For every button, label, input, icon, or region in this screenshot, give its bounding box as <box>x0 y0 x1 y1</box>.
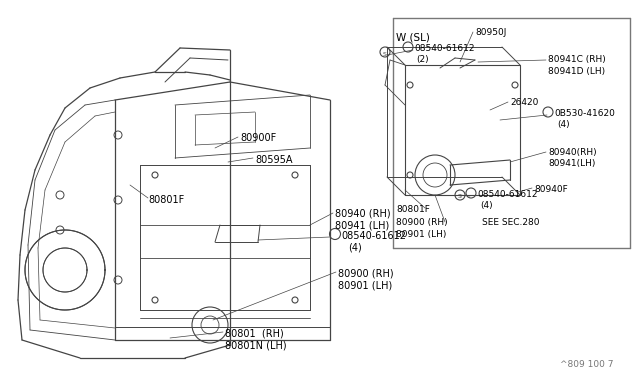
Text: 08540-61612: 08540-61612 <box>477 190 538 199</box>
Text: (4): (4) <box>557 120 570 129</box>
Text: ^809 100 7: ^809 100 7 <box>560 360 614 369</box>
Text: 80900 (RH): 80900 (RH) <box>338 268 394 278</box>
Text: SEE SEC.280: SEE SEC.280 <box>482 218 540 227</box>
Text: 80941D (LH): 80941D (LH) <box>548 67 605 76</box>
Text: 80801N (LH): 80801N (LH) <box>225 340 287 350</box>
Text: 80900 (RH): 80900 (RH) <box>396 218 447 227</box>
Text: 80901 (LH): 80901 (LH) <box>396 230 446 239</box>
Text: (4): (4) <box>480 201 493 210</box>
Text: W (SL): W (SL) <box>396 32 430 42</box>
Text: S: S <box>383 51 387 57</box>
Text: 0B530-41620: 0B530-41620 <box>554 109 615 118</box>
Text: 80941C (RH): 80941C (RH) <box>548 55 605 64</box>
Text: 80900F: 80900F <box>240 133 276 143</box>
Text: 80801F: 80801F <box>396 205 430 214</box>
Text: 80801  (RH): 80801 (RH) <box>225 328 284 338</box>
Text: 80595A: 80595A <box>255 155 292 165</box>
Text: 80940 (RH): 80940 (RH) <box>335 208 390 218</box>
Text: 80801F: 80801F <box>148 195 184 205</box>
Text: 80950J: 80950J <box>475 28 506 37</box>
Text: 80940(RH): 80940(RH) <box>548 148 596 157</box>
Text: (2): (2) <box>416 55 429 64</box>
Text: 80901 (LH): 80901 (LH) <box>338 280 392 290</box>
Text: 80941(LH): 80941(LH) <box>548 159 595 168</box>
Text: 26420: 26420 <box>510 98 538 107</box>
Text: 08540-61612: 08540-61612 <box>341 231 406 241</box>
Text: 80940F: 80940F <box>534 185 568 194</box>
Text: 08540-61612: 08540-61612 <box>414 44 474 53</box>
Text: S: S <box>458 195 462 199</box>
Text: (4): (4) <box>348 243 362 253</box>
Text: 80941 (LH): 80941 (LH) <box>335 220 389 230</box>
